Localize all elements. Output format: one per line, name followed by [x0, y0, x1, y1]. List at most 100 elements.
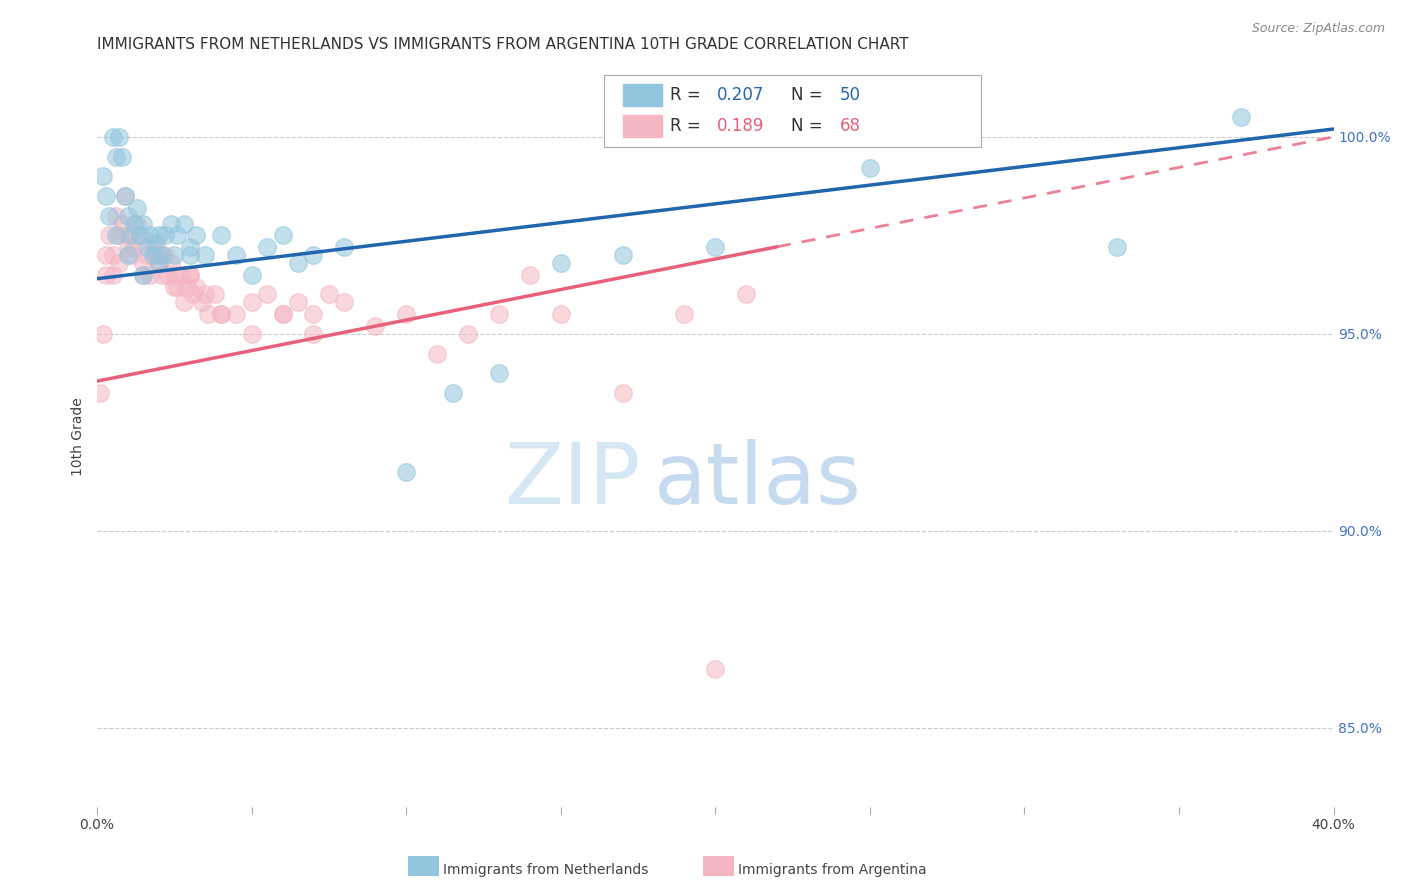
Point [271, 307, 294, 321]
Point [271, 307, 294, 321]
FancyBboxPatch shape [605, 75, 981, 147]
Point [96, 189, 118, 203]
Point [129, 228, 152, 243]
Point [240, 295, 263, 310]
Point [148, 256, 170, 270]
Point [204, 287, 226, 301]
Point [104, 228, 127, 243]
Point [488, 366, 510, 380]
Text: Source: ZipAtlas.com: Source: ZipAtlas.com [1251, 22, 1385, 36]
Point [111, 217, 134, 231]
Point [302, 326, 325, 341]
Text: N =: N = [790, 117, 828, 136]
Point [98, 228, 121, 243]
Point [160, 217, 183, 231]
Point [135, 240, 157, 254]
Point [859, 161, 882, 176]
Point [184, 279, 207, 293]
Point [704, 662, 727, 676]
Point [612, 386, 634, 401]
Point [194, 287, 217, 301]
Y-axis label: 10th Grade: 10th Grade [72, 397, 86, 475]
Point [98, 209, 121, 223]
Text: N =: N = [790, 86, 828, 104]
Point [114, 189, 136, 203]
Point [318, 287, 340, 301]
Point [179, 240, 201, 254]
Point [225, 307, 247, 321]
Point [302, 248, 325, 262]
Point [519, 268, 541, 282]
Point [209, 307, 232, 321]
Point [333, 295, 356, 310]
Point [287, 295, 309, 310]
Point [150, 248, 173, 262]
Text: Immigrants from Netherlands: Immigrants from Netherlands [443, 863, 648, 877]
Point [240, 326, 263, 341]
Text: 0.189: 0.189 [717, 117, 763, 136]
Point [166, 228, 188, 243]
Point [132, 256, 155, 270]
Point [107, 228, 129, 243]
Point [148, 248, 170, 262]
Point [197, 307, 219, 321]
Point [169, 268, 191, 282]
Point [122, 240, 145, 254]
Point [179, 268, 201, 282]
Point [181, 287, 204, 301]
Text: 0.207: 0.207 [717, 86, 763, 104]
Point [160, 256, 183, 270]
Point [173, 295, 195, 310]
Text: IMMIGRANTS FROM NETHERLANDS VS IMMIGRANTS FROM ARGENTINA 10TH GRADE CORRELATION : IMMIGRANTS FROM NETHERLANDS VS IMMIGRANT… [97, 37, 908, 53]
Point [163, 268, 186, 282]
Point [132, 268, 155, 282]
Point [120, 248, 142, 262]
Point [209, 307, 232, 321]
Point [114, 189, 136, 203]
Point [1107, 240, 1129, 254]
Point [150, 268, 173, 282]
Point [256, 240, 278, 254]
Point [107, 129, 129, 144]
Text: atlas: atlas [654, 439, 862, 522]
Point [142, 240, 165, 254]
Point [457, 326, 479, 341]
Point [120, 228, 142, 243]
Point [89, 386, 111, 401]
Text: ZIP: ZIP [505, 439, 641, 522]
Point [176, 279, 198, 293]
Point [302, 307, 325, 321]
FancyBboxPatch shape [623, 84, 662, 106]
Point [129, 228, 152, 243]
Point [209, 228, 232, 243]
Point [91, 326, 114, 341]
Point [426, 346, 449, 360]
Text: R =: R = [669, 86, 706, 104]
Point [96, 268, 118, 282]
Point [117, 240, 139, 254]
Point [104, 209, 127, 223]
Point [673, 307, 696, 321]
Point [122, 217, 145, 231]
Point [240, 268, 263, 282]
Point [256, 287, 278, 301]
Point [91, 169, 114, 184]
Point [225, 248, 247, 262]
Point [101, 268, 124, 282]
Point [138, 228, 160, 243]
Point [127, 217, 149, 231]
Point [166, 279, 188, 293]
Point [735, 287, 758, 301]
Point [117, 209, 139, 223]
Point [101, 129, 124, 144]
Text: 50: 50 [841, 86, 860, 104]
Point [191, 295, 214, 310]
Point [138, 268, 160, 282]
Point [153, 228, 176, 243]
Point [550, 256, 572, 270]
Point [104, 150, 127, 164]
Point [127, 201, 149, 215]
Point [550, 307, 572, 321]
Text: 68: 68 [841, 117, 860, 136]
Point [271, 228, 294, 243]
